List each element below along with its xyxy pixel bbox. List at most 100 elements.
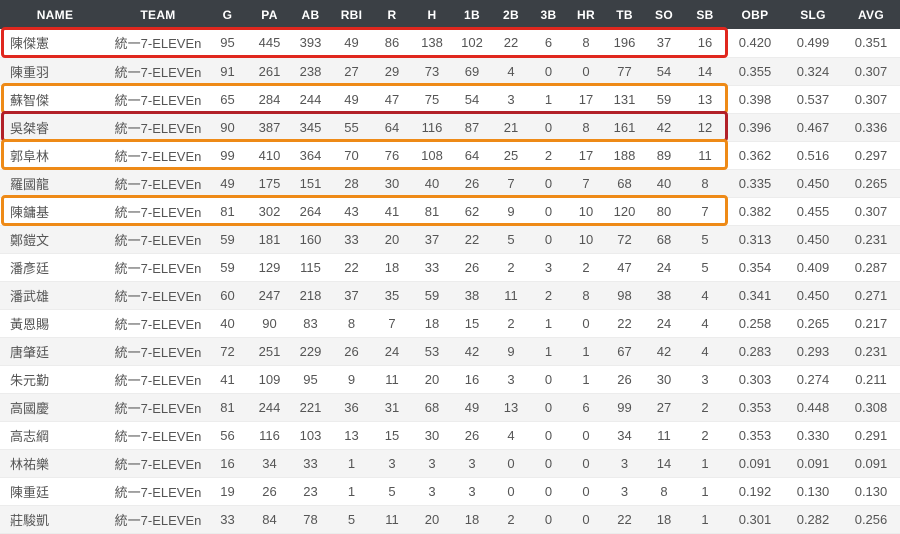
- stat-cell: 0.382: [726, 197, 784, 226]
- stat-cell: 0: [530, 421, 567, 450]
- stat-cell: 0: [530, 393, 567, 422]
- player-name[interactable]: 蘇智傑: [0, 85, 110, 114]
- column-header-sb[interactable]: SB: [684, 0, 726, 29]
- stat-cell: 0.335: [726, 169, 784, 198]
- stat-cell: 0: [567, 57, 605, 86]
- stat-cell: 0.420: [726, 29, 784, 58]
- stat-cell: 59: [206, 253, 249, 282]
- stat-cell: 0.287: [842, 253, 900, 282]
- column-header-g[interactable]: G: [206, 0, 249, 29]
- stat-cell: 181: [249, 225, 290, 254]
- column-header-3b[interactable]: 3B: [530, 0, 567, 29]
- stat-cell: 8: [684, 169, 726, 198]
- player-name[interactable]: 陳重羽: [0, 57, 110, 86]
- column-header-hr[interactable]: HR: [567, 0, 605, 29]
- stat-cell: 68: [412, 393, 452, 422]
- stat-cell: 42: [644, 113, 684, 142]
- stat-cell: 0.091: [784, 449, 842, 478]
- stat-cell: 24: [644, 253, 684, 282]
- stat-cell: 3: [605, 477, 644, 506]
- stat-cell: 151: [290, 169, 331, 198]
- column-header-h[interactable]: H: [412, 0, 452, 29]
- stat-cell: 53: [412, 337, 452, 366]
- player-name[interactable]: 莊駿凱: [0, 505, 110, 534]
- stat-cell: 0: [530, 169, 567, 198]
- player-name[interactable]: 黃恩賜: [0, 309, 110, 338]
- stat-cell: 19: [206, 477, 249, 506]
- stat-cell: 175: [249, 169, 290, 198]
- stat-cell: 7: [684, 197, 726, 226]
- stat-cell: 1: [567, 365, 605, 394]
- column-header-1b[interactable]: 1B: [452, 0, 492, 29]
- column-header-slg[interactable]: SLG: [784, 0, 842, 29]
- team-name: 統一7-ELEVEn: [110, 225, 206, 254]
- stat-cell: 4: [492, 421, 530, 450]
- stat-cell: 91: [206, 57, 249, 86]
- column-header-rbi[interactable]: RBI: [331, 0, 372, 29]
- stat-cell: 16: [452, 365, 492, 394]
- stat-cell: 0.265: [842, 169, 900, 198]
- stat-cell: 0.516: [784, 141, 842, 170]
- column-header-2b[interactable]: 2B: [492, 0, 530, 29]
- stat-cell: 37: [644, 29, 684, 58]
- table-row: 唐肇廷 統一7-ELEVEn 72 251 229 26 24 53 42 9 1 1 67 42 4 0.2…: [0, 337, 900, 366]
- stat-cell: 9: [492, 337, 530, 366]
- player-name[interactable]: 郭阜林: [0, 141, 110, 170]
- player-name[interactable]: 潘武雄: [0, 281, 110, 310]
- stat-cell: 0.256: [842, 505, 900, 534]
- player-name[interactable]: 高國慶: [0, 393, 110, 422]
- stat-cell: 22: [605, 309, 644, 338]
- stat-cell: 7: [372, 309, 412, 338]
- player-name[interactable]: 高志綱: [0, 421, 110, 450]
- column-header-pa[interactable]: PA: [249, 0, 290, 29]
- stat-cell: 410: [249, 141, 290, 170]
- player-name[interactable]: 陳重廷: [0, 477, 110, 506]
- player-name[interactable]: 林祐樂: [0, 449, 110, 478]
- stat-cell: 1: [530, 309, 567, 338]
- column-header-tb[interactable]: TB: [605, 0, 644, 29]
- stat-cell: 8: [567, 29, 605, 58]
- stat-cell: 49: [206, 169, 249, 198]
- player-name[interactable]: 陳鏞基: [0, 197, 110, 226]
- player-name[interactable]: 鄭鎧文: [0, 225, 110, 254]
- player-name[interactable]: 唐肇廷: [0, 337, 110, 366]
- stat-cell: 115: [290, 253, 331, 282]
- stat-cell: 6: [530, 29, 567, 58]
- stat-cell: 11: [492, 281, 530, 310]
- stat-cell: 2: [492, 253, 530, 282]
- stat-cell: 1: [567, 337, 605, 366]
- player-name[interactable]: 潘彥廷: [0, 253, 110, 282]
- player-name[interactable]: 朱元勤: [0, 365, 110, 394]
- stat-cell: 0.297: [842, 141, 900, 170]
- stat-cell: 76: [372, 141, 412, 170]
- stat-cell: 0.354: [726, 253, 784, 282]
- column-header-r[interactable]: R: [372, 0, 412, 29]
- stat-cell: 70: [331, 141, 372, 170]
- player-name[interactable]: 陳傑憲: [0, 29, 110, 58]
- stat-cell: 41: [206, 365, 249, 394]
- table-row: 蘇智傑 統一7-ELEVEn 65 284 244 49 47 75 54 3 1 17 131 59 13…: [0, 85, 900, 114]
- stat-cell: 0.450: [784, 225, 842, 254]
- stat-cell: 131: [605, 85, 644, 114]
- stat-cell: 40: [206, 309, 249, 338]
- column-header-ab[interactable]: AB: [290, 0, 331, 29]
- stat-cell: 3: [492, 365, 530, 394]
- stat-cell: 0: [567, 309, 605, 338]
- player-name[interactable]: 羅國龍: [0, 169, 110, 198]
- table-row: 潘彥廷 統一7-ELEVEn 59 129 115 22 18 33 26 2 3 2 47 24 5 0.3…: [0, 253, 900, 282]
- column-header-obp[interactable]: OBP: [726, 0, 784, 29]
- player-name[interactable]: 吳桀睿: [0, 113, 110, 142]
- stat-cell: 0.330: [784, 421, 842, 450]
- stat-cell: 5: [684, 225, 726, 254]
- stat-cell: 4: [684, 309, 726, 338]
- column-header-avg[interactable]: AVG: [842, 0, 900, 29]
- team-name: 統一7-ELEVEn: [110, 421, 206, 450]
- table-body: 陳傑憲 統一7-ELEVEn 95 445 393 49 86 138 102 22 6 8 196 37…: [0, 29, 900, 534]
- stat-cell: 23: [290, 477, 331, 506]
- stat-cell: 10: [567, 197, 605, 226]
- column-header-team[interactable]: TEAM: [110, 0, 206, 29]
- stat-cell: 364: [290, 141, 331, 170]
- column-header-so[interactable]: SO: [644, 0, 684, 29]
- column-header-name[interactable]: NAME: [0, 0, 110, 29]
- stat-cell: 42: [644, 337, 684, 366]
